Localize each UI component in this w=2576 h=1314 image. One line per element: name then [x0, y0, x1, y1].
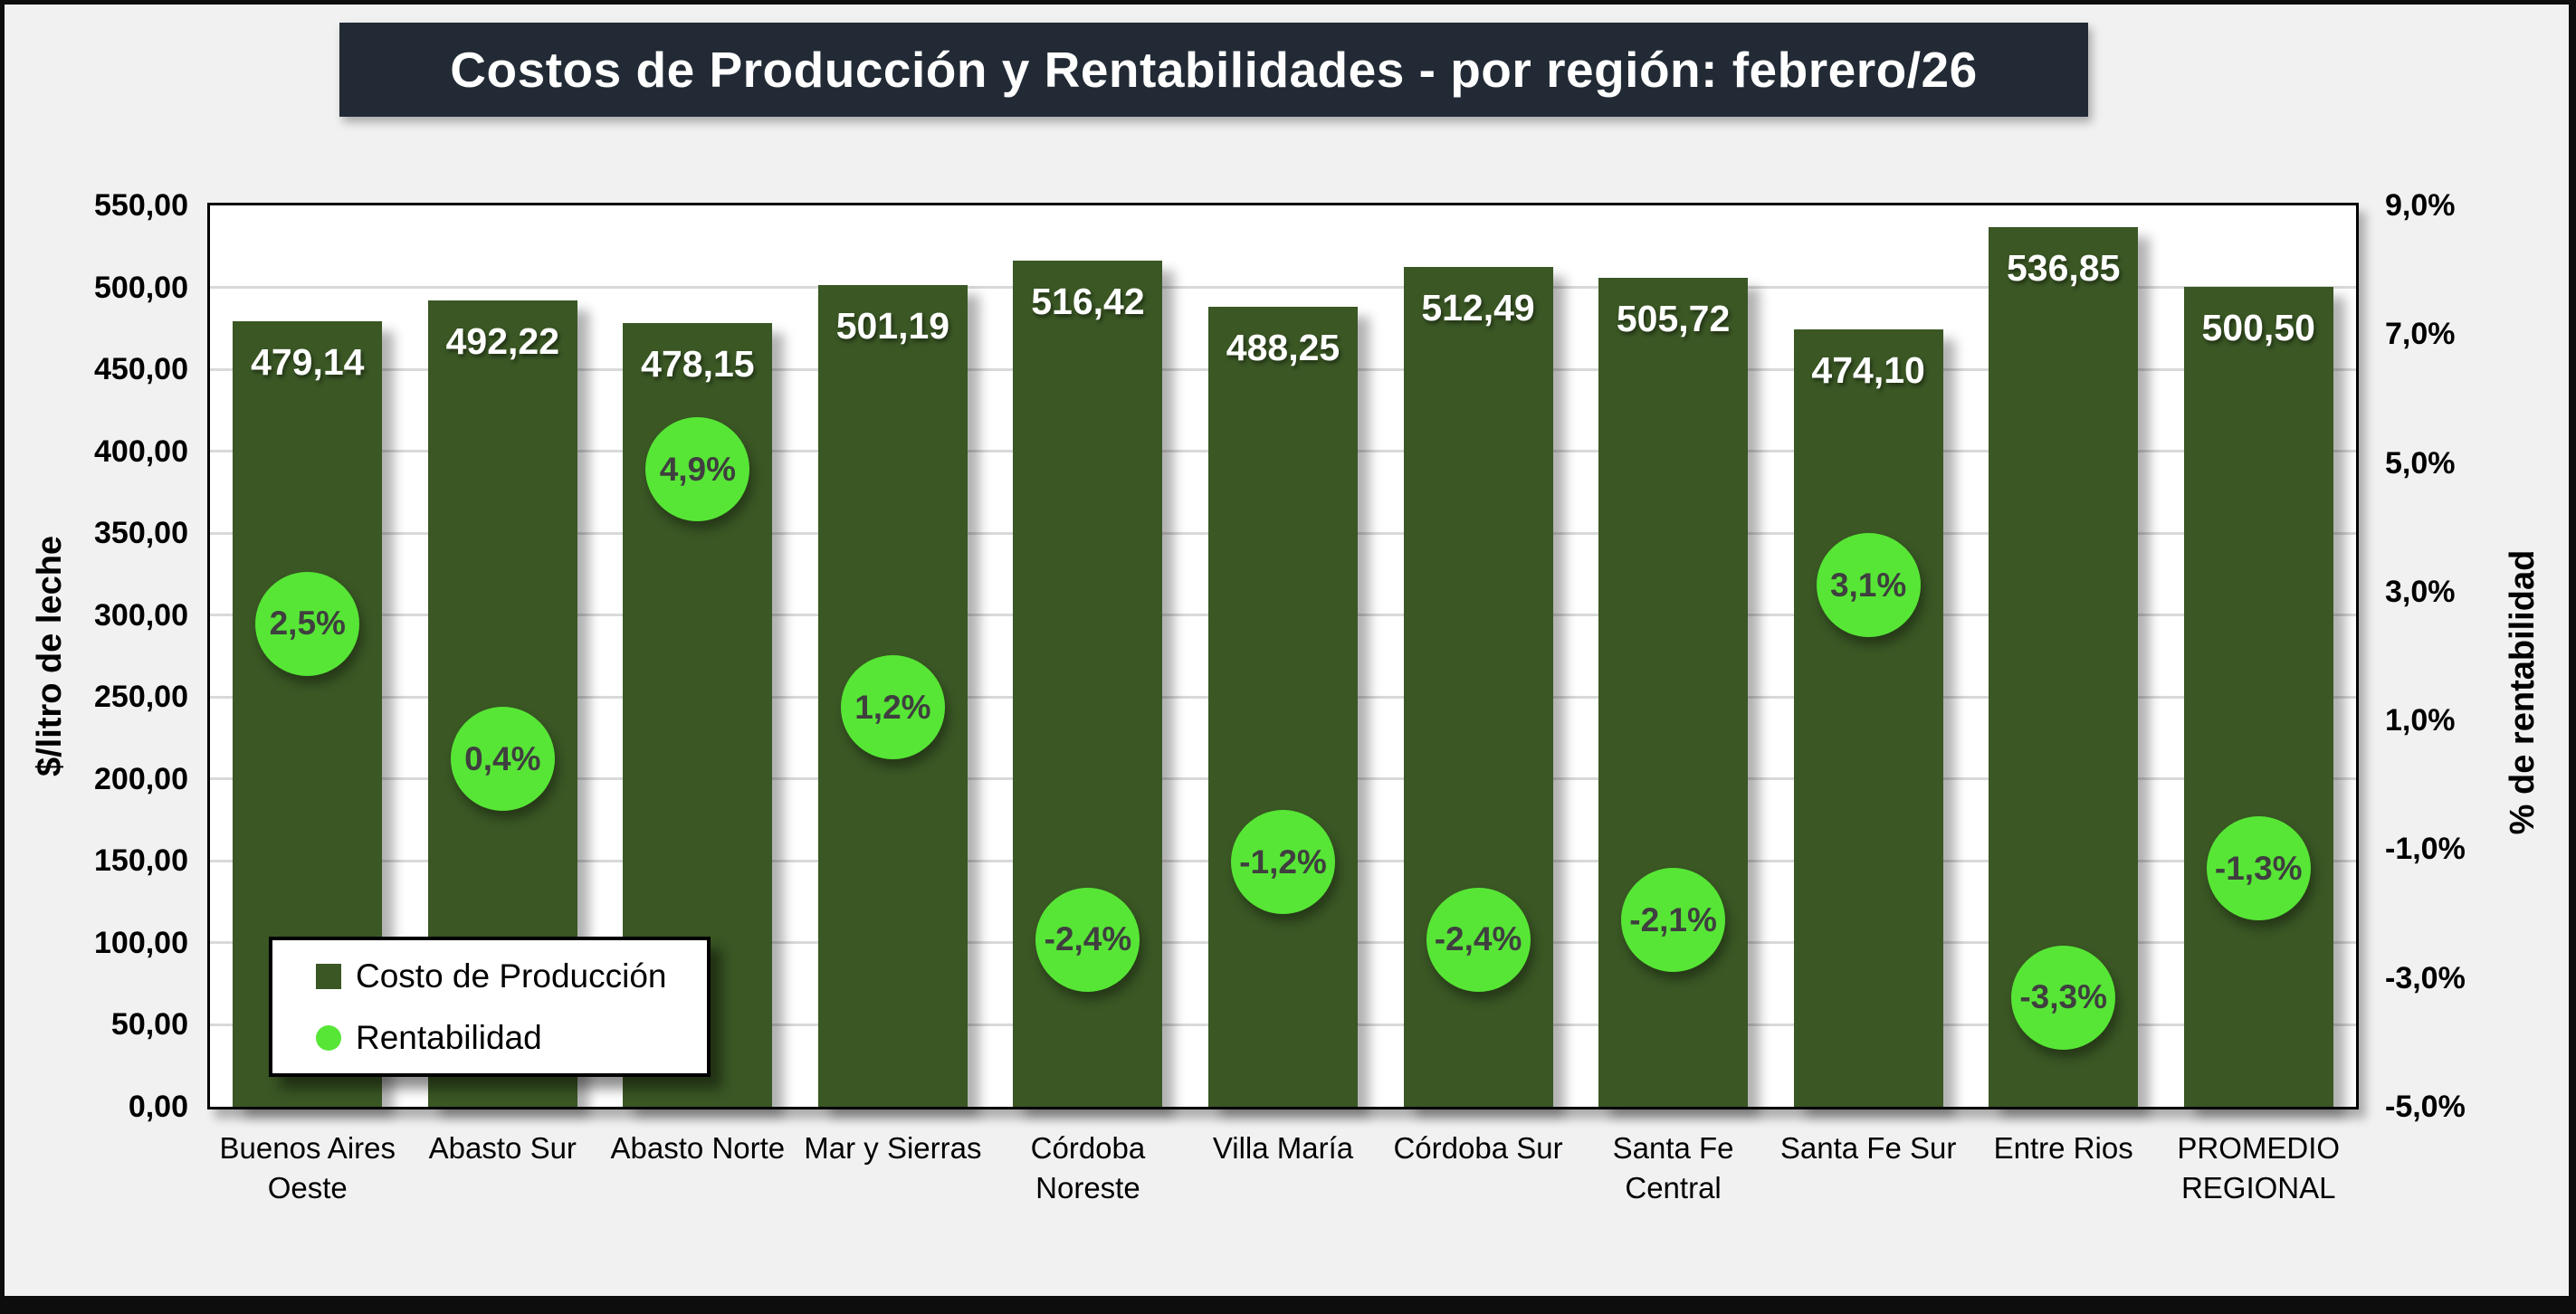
category-label: PROMEDIO REGIONAL: [2177, 1131, 2341, 1204]
plot-area: 479,14 492,22 478,15 501,19 516,42 488,25 512,…: [207, 203, 2359, 1109]
bar-value-label: 479,14: [251, 341, 365, 384]
rentabilidad-marker: -2,4%: [1426, 887, 1531, 992]
legend-label-rentabilidad: Rentabilidad: [356, 1018, 542, 1056]
right-axis-tick: 5,0%: [2385, 445, 2456, 481]
bar-value-label: 536,85: [2006, 246, 2121, 289]
category-label: Mar y Sierras: [804, 1131, 982, 1165]
bar-value-label: 500,50: [2201, 306, 2315, 348]
bar-costo-produccion: 505,72: [1598, 278, 1749, 1107]
right-axis-tick: 1,0%: [2385, 703, 2456, 738]
bar-value-label: 512,49: [1421, 286, 1535, 328]
chart-title: Costos de Producción y Rentabilidades - …: [450, 42, 1978, 98]
rentabilidad-marker: -2,1%: [1621, 868, 1726, 973]
left-axis-tick: 150,00: [94, 843, 188, 879]
right-axis-tick: -1,0%: [2385, 832, 2466, 867]
right-axis-tick: 7,0%: [2385, 317, 2456, 352]
bar-value-label: 478,15: [641, 343, 755, 386]
rentabilidad-marker: 0,4%: [450, 707, 555, 812]
rentabilidad-marker: -3,3%: [2011, 945, 2116, 1050]
bar-value-label: 516,42: [1031, 280, 1145, 322]
right-axis-title: % de rentabilidad: [2504, 549, 2542, 835]
bar-swatch-icon: [316, 963, 341, 989]
rentabilidad-marker: 2,5%: [255, 571, 360, 676]
legend-item-rentabilidad: Rentabilidad: [316, 1019, 707, 1057]
right-axis-tick: -3,0%: [2385, 960, 2466, 995]
legend: Costo de Producción Rentabilidad: [269, 937, 711, 1077]
right-axis-tick: 9,0%: [2385, 188, 2456, 223]
bar-costo-produccion: 474,10: [1793, 329, 1943, 1107]
category-label: Córdoba Sur: [1393, 1131, 1563, 1165]
category-label: Entre Rios: [1993, 1131, 2133, 1165]
rentabilidad-marker: 1,2%: [840, 655, 945, 760]
left-axis-tick: 250,00: [94, 680, 188, 715]
left-axis-tick: 550,00: [94, 188, 188, 223]
left-axis-tick: 100,00: [94, 925, 188, 960]
category-label: Villa María: [1212, 1131, 1354, 1165]
category-label: Abasto Sur: [428, 1131, 577, 1165]
rentabilidad-marker: -2,4%: [1035, 887, 1140, 992]
category-label: Santa Fe Central: [1612, 1131, 1734, 1204]
left-axis-tick: 200,00: [94, 761, 188, 796]
bar-costo-produccion: 488,25: [1208, 306, 1358, 1107]
rentabilidad-marker: 4,9%: [645, 417, 750, 522]
chart-title-box: Costos de Producción y Rentabilidades - …: [339, 23, 2088, 117]
dot-swatch-icon: [316, 1024, 341, 1051]
bar-value-label: 505,72: [1616, 298, 1731, 340]
category-label: Córdoba Noreste: [1030, 1131, 1146, 1204]
bar-value-label: 488,25: [1226, 326, 1340, 368]
rentabilidad-marker: 3,1%: [1816, 533, 1921, 638]
left-axis-tick: 400,00: [94, 433, 188, 469]
bar-value-label: 474,10: [1811, 349, 1925, 392]
rentabilidad-marker: -1,3%: [2206, 816, 2311, 921]
gridline: [210, 286, 2356, 290]
bar-value-label: 492,22: [445, 319, 560, 362]
category-label: Santa Fe Sur: [1779, 1131, 1957, 1165]
rentabilidad-marker: -1,2%: [1231, 810, 1335, 915]
category-label: Buenos Aires Oeste: [219, 1131, 396, 1204]
left-axis-tick: 50,00: [110, 1007, 188, 1043]
legend-label-costo: Costo de Producción: [356, 957, 667, 995]
legend-item-costo: Costo de Producción: [316, 957, 707, 995]
bar-costo-produccion: 479,14: [233, 321, 383, 1107]
left-axis-tick: 0,00: [128, 1090, 188, 1124]
bar-costo-produccion: 500,50: [2183, 286, 2333, 1107]
bar-value-label: 501,19: [835, 305, 950, 348]
left-axis-tick: 500,00: [94, 270, 188, 305]
left-axis-tick: 300,00: [94, 597, 188, 633]
category-label: Abasto Norte: [610, 1131, 786, 1165]
right-axis-tick: -5,0%: [2385, 1090, 2466, 1124]
right-axis-tick: 3,0%: [2385, 574, 2456, 609]
left-axis-tick: 450,00: [94, 352, 188, 387]
left-axis-tick: 350,00: [94, 516, 188, 551]
